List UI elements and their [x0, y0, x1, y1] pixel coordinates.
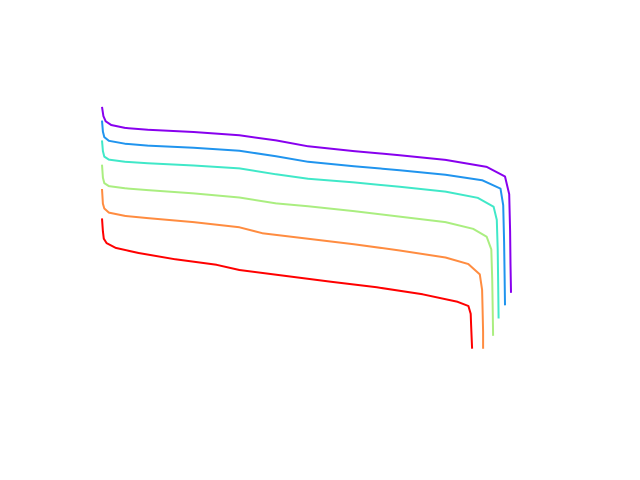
series-group [101, 106, 512, 349]
series-line-1 [101, 218, 474, 349]
series-line-4 [101, 140, 500, 319]
series-line-6 [101, 106, 512, 293]
series-line-3 [101, 164, 495, 336]
series-line-2 [101, 188, 485, 349]
series-line-5 [101, 120, 506, 306]
